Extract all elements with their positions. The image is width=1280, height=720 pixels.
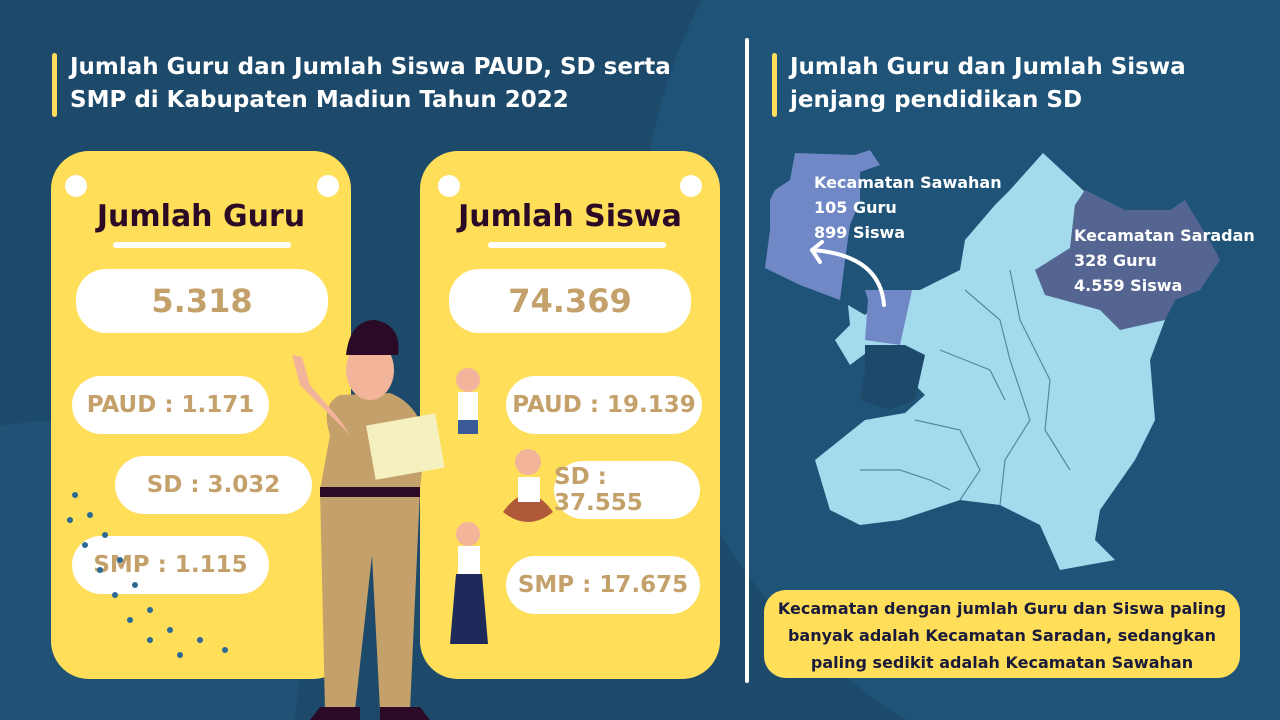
dot-pattern <box>67 492 228 658</box>
guru-smp: SMP : 1.115 <box>72 536 269 594</box>
guru-heading: Jumlah Guru <box>96 199 306 234</box>
siswa-paud: PAUD : 19.139 <box>506 376 702 434</box>
saradan-guru: 328 Guru <box>1074 251 1157 270</box>
guru-sd: SD : 3.032 <box>115 456 312 514</box>
map-region-saradan <box>1035 190 1220 330</box>
student-illustrations <box>450 368 553 644</box>
card-hole <box>438 175 460 197</box>
map-region-sawahan-inset <box>865 290 912 345</box>
sawahan-name: Kecamatan Sawahan <box>814 173 1002 192</box>
guru-card: Jumlah Guru 5.318 PAUD : 1.171 SD : 3.03… <box>51 151 351 679</box>
guru-paud: PAUD : 1.171 <box>72 376 269 434</box>
sawahan-siswa: 899 Siswa <box>814 223 906 242</box>
card-hole <box>680 175 702 197</box>
map-region-main <box>815 153 1165 570</box>
siswa-heading: Jumlah Siswa <box>458 199 682 234</box>
card-hole <box>317 175 339 197</box>
summary-note: Kecamatan dengan jumlah Guru dan Siswa p… <box>764 590 1240 678</box>
heading-underline <box>488 242 666 248</box>
guru-total: 5.318 <box>76 269 328 333</box>
siswa-total: 74.369 <box>449 269 691 333</box>
right-title: Jumlah Guru dan Jumlah Siswa jenjang pen… <box>772 51 1232 117</box>
siswa-sd: SD : 37.555 <box>554 461 700 519</box>
map-region-sawahan <box>765 150 880 300</box>
saradan-label: Kecamatan Saradan 328 Guru 4.559 Siswa <box>1074 223 1255 298</box>
siswa-smp: SMP : 17.675 <box>506 556 700 614</box>
heading-underline <box>113 242 291 248</box>
teacher-illustration <box>292 320 445 720</box>
divider <box>745 38 749 683</box>
sawahan-guru: 105 Guru <box>814 198 897 217</box>
left-title: Jumlah Guru dan Jumlah Siswa PAUD, SD se… <box>52 51 712 117</box>
map-dark-gap <box>860 345 925 410</box>
saradan-siswa: 4.559 Siswa <box>1074 276 1183 295</box>
sawahan-label: Kecamatan Sawahan 105 Guru 899 Siswa <box>814 170 1002 245</box>
arrow-icon <box>810 240 886 307</box>
card-hole <box>65 175 87 197</box>
saradan-name: Kecamatan Saradan <box>1074 226 1255 245</box>
